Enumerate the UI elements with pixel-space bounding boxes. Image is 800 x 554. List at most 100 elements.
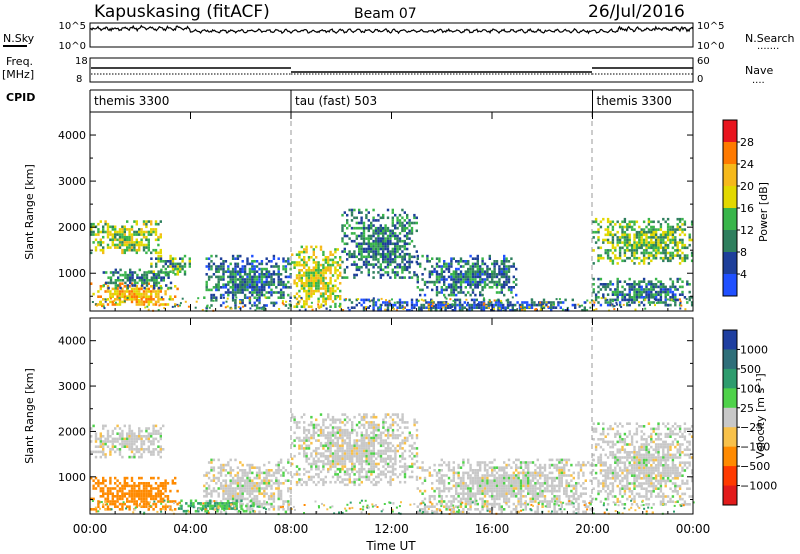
echo-cell — [227, 267, 230, 271]
echo-cell — [215, 476, 218, 480]
echo-cell — [339, 256, 342, 259]
echo-cell — [488, 298, 491, 301]
echo-cell — [227, 487, 230, 490]
echo-cell — [628, 241, 631, 244]
echo-cell — [355, 470, 359, 474]
echo-cell — [155, 257, 158, 260]
echo-cell — [334, 480, 337, 484]
echo-cell — [166, 482, 170, 485]
echo-cell — [334, 284, 337, 288]
echo-cell — [135, 287, 138, 291]
echo-cell — [147, 295, 150, 298]
echo-cell — [162, 271, 165, 274]
echo-cell — [355, 245, 358, 248]
echo-cell — [128, 230, 131, 234]
echo-cell — [367, 460, 371, 463]
echo-cell — [305, 439, 308, 442]
echo-cell — [382, 301, 385, 304]
echo-cell — [389, 423, 392, 427]
echo-cell — [616, 277, 619, 281]
echo-cell — [528, 303, 531, 307]
echo-cell — [282, 260, 285, 263]
echo-cell — [327, 295, 330, 298]
echo-cell — [633, 249, 636, 252]
echo-cell — [499, 309, 502, 312]
echo-cell — [495, 280, 499, 284]
echo-cell — [270, 479, 273, 482]
echo-cell — [150, 285, 153, 288]
echo-cell — [135, 495, 138, 498]
echo-cell — [324, 284, 327, 288]
echo-cell — [382, 421, 385, 424]
echo-cell — [360, 434, 363, 437]
echo-cell — [530, 306, 534, 309]
echo-cell — [389, 480, 392, 484]
echo-cell — [459, 257, 463, 260]
echo-cell — [389, 454, 392, 458]
echo-cell — [310, 462, 313, 466]
echo-cell — [222, 273, 225, 276]
echo-cell — [454, 309, 457, 312]
echo-cell — [157, 309, 160, 311]
echo-cell — [481, 286, 484, 289]
echo-cell — [133, 295, 136, 298]
echo-cell — [374, 252, 378, 256]
echo-cell — [224, 484, 228, 488]
echo-cell — [564, 298, 567, 302]
echo-cell — [154, 502, 158, 506]
echo-cell — [435, 288, 439, 292]
echo-cell — [300, 415, 303, 419]
echo-cell — [380, 297, 383, 300]
echo-cell — [210, 299, 213, 302]
echo-cell — [503, 254, 506, 258]
echo-cell — [167, 271, 170, 274]
echo-cell — [118, 437, 122, 441]
echo-cell — [322, 276, 325, 280]
echo-cell — [459, 286, 463, 289]
echo-cell — [630, 301, 634, 304]
echo-cell — [138, 450, 141, 454]
echo-cell — [431, 305, 434, 307]
echo-cell — [128, 248, 131, 252]
echo-cell — [217, 479, 220, 482]
echo-cell — [343, 276, 346, 279]
echo-cell — [358, 258, 361, 261]
echo-cell — [275, 291, 278, 294]
echo-cell — [162, 298, 165, 301]
echo-cell — [394, 413, 397, 416]
echo-cell — [258, 482, 261, 485]
echo-cell — [358, 449, 361, 453]
echo-cell — [611, 228, 615, 231]
echo-cell — [384, 449, 387, 453]
echo-cell — [424, 299, 427, 302]
echo-cell — [550, 306, 553, 309]
echo-cell — [396, 245, 399, 248]
echo-cell — [231, 482, 235, 485]
echo-cell — [319, 460, 323, 463]
echo-cell — [401, 421, 404, 424]
echo-cell — [219, 275, 223, 279]
echo-cell — [126, 235, 129, 239]
echo-cell — [355, 423, 359, 427]
echo-cell — [640, 233, 643, 237]
echo-cell — [382, 273, 385, 277]
echo-cell — [384, 447, 387, 450]
echo-cell — [176, 273, 179, 276]
echo-cell — [434, 309, 437, 312]
echo-cell — [481, 262, 484, 266]
echo-cell — [246, 280, 249, 284]
echo-cell — [618, 246, 622, 250]
echo-cell — [152, 228, 155, 231]
echo-cell — [681, 259, 684, 263]
echo-cell — [346, 473, 349, 476]
echo-cell — [384, 434, 387, 437]
echo-cell — [676, 298, 679, 302]
echo-cell — [138, 427, 141, 430]
echo-cell — [394, 467, 397, 471]
echo-cell — [176, 489, 179, 493]
echo-cell — [440, 489, 443, 493]
echo-cell — [391, 434, 395, 437]
echo-cell — [372, 428, 375, 432]
echo-cell — [379, 273, 382, 277]
echo-cell — [138, 243, 141, 247]
